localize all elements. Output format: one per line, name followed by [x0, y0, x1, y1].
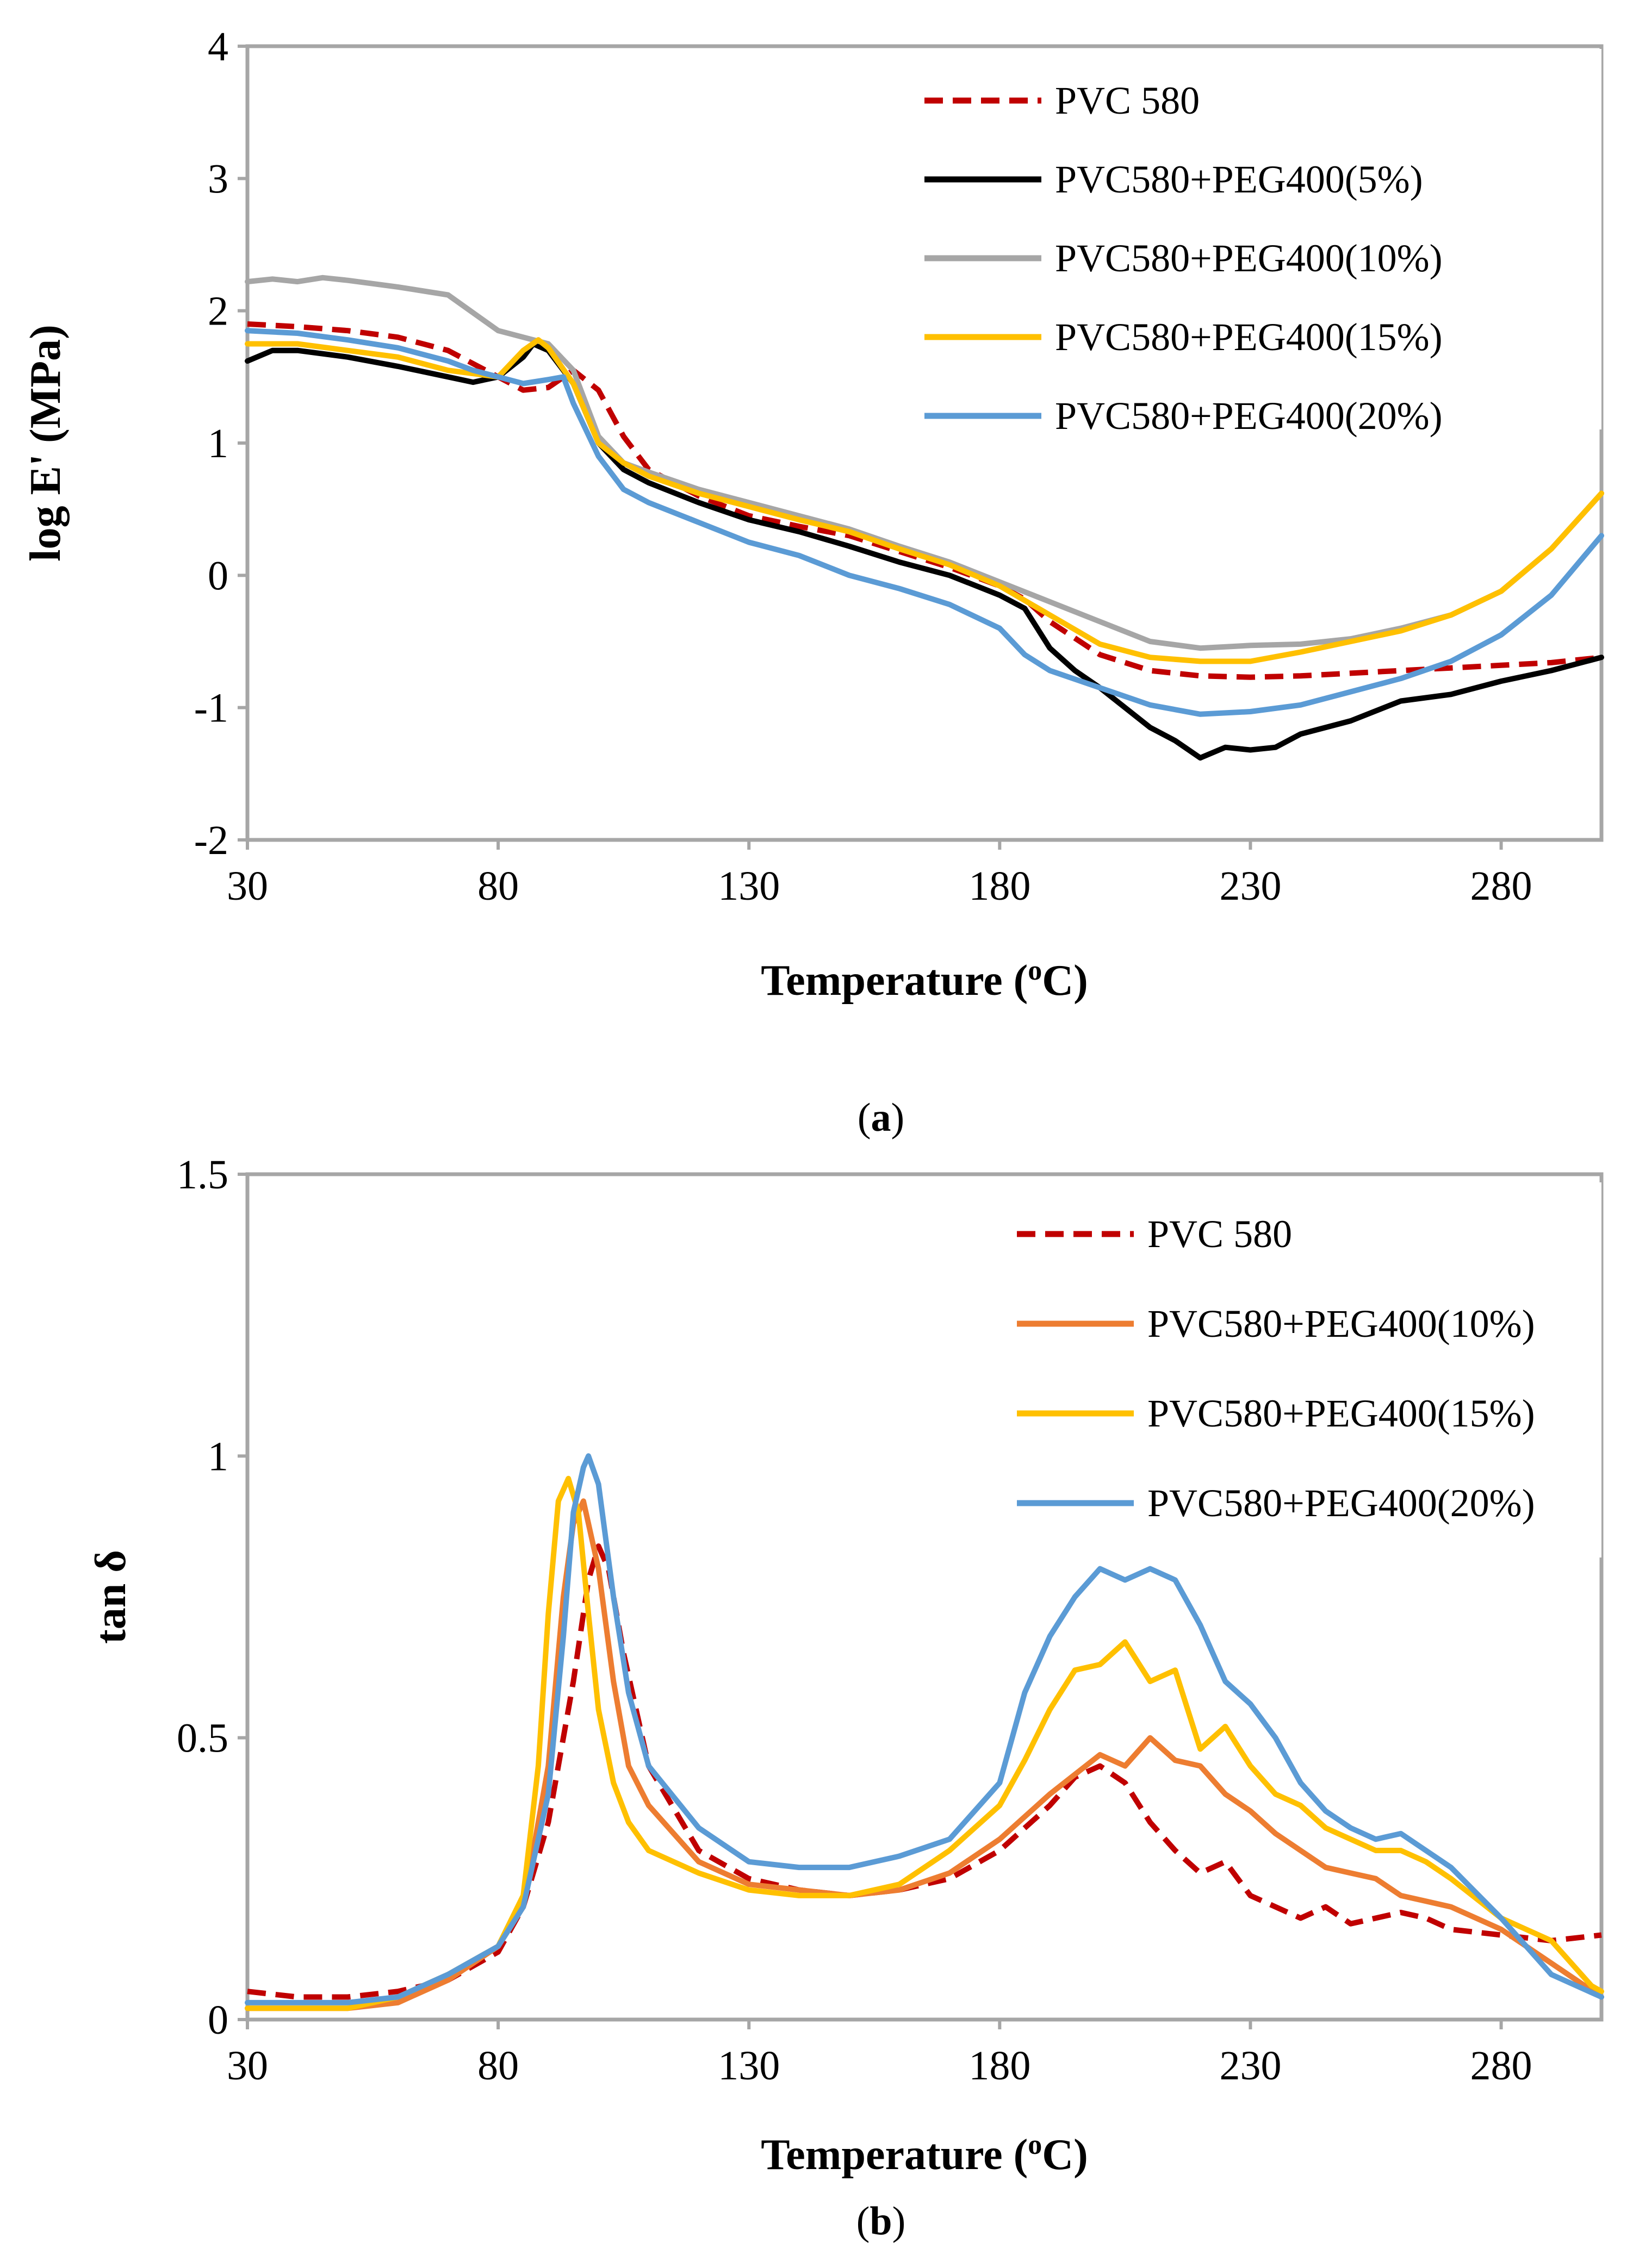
panel-b-x-axis-label: Temperature (oC): [761, 2129, 1088, 2179]
panel-b-y-axis-label: tan δ: [87, 1550, 135, 1644]
panel-b-plot-frame: [245, 1172, 1604, 2022]
panel-b-series-line-0: [247, 1543, 1602, 2000]
panel-a-legend-label-3: PVC580+PEG400(15%): [1055, 315, 1443, 359]
panel-b-legend-label-0: PVC 580: [1147, 1212, 1292, 1256]
panel-b-xtick-label: 80: [477, 2043, 519, 2089]
panel-a-series-line-1: [245, 341, 1604, 761]
panel-b-series-line-2: [245, 1475, 1604, 2011]
panel-a-legend-label-2: PVC580+PEG400(10%): [1055, 236, 1443, 280]
panel-b-xtick-label: 230: [1219, 2043, 1281, 2089]
panel-a-legend-label-0: PVC 580: [1055, 79, 1200, 122]
panel-a-caption: (a): [858, 1095, 904, 1140]
panel-a-ytick-label: -2: [194, 818, 228, 863]
panel-b-caption: (b): [856, 2199, 905, 2244]
panel-b-series-line-1: [245, 1498, 1604, 2011]
panel-a-series-line-2: [245, 275, 1604, 651]
panel-a-ytick-label: 4: [208, 24, 228, 70]
panel-b-series-line-3: [245, 1453, 1604, 2005]
panel-b-ytick-label: 1.5: [177, 1152, 228, 1198]
panel-b-ytick-label: 0: [208, 1997, 228, 2043]
panel-a-series-line-4: [245, 328, 1604, 717]
panel-b: 0 0.5 1 1.5 30 80 130 180 230 280 PVC 580 PVC580+PE…: [87, 1152, 1604, 2244]
panel-b-legend-box: [924, 1182, 1601, 1557]
panel-a-ytick-label: 3: [208, 156, 228, 202]
panel-b-ytick-label: 1: [208, 1434, 228, 1479]
panel-b-xtick-label: 280: [1470, 2043, 1532, 2089]
panel-a-xtick-label: 130: [718, 863, 780, 909]
panel-a-xtick-label: 30: [227, 863, 268, 909]
panel-a-xtick-label: 180: [968, 863, 1030, 909]
panel-b-legend-label-1: PVC580+PEG400(10%): [1147, 1302, 1535, 1345]
panel-a-xtick-label: 280: [1470, 863, 1532, 909]
panel-b-xtick-label: 130: [718, 2043, 780, 2089]
panel-a-legend-label-1: PVC580+PEG400(5%): [1055, 158, 1423, 201]
panel-a-legend-box: [832, 49, 1601, 429]
panel-a-x-axis-label: Temperature (oC): [761, 955, 1088, 1005]
panel-a-ytick-label: 1: [208, 421, 228, 466]
panel-a-legend-label-4: PVC580+PEG400(20%): [1055, 394, 1443, 438]
panel-a-xtick-label: 230: [1219, 863, 1281, 909]
panel-a-series-line-3: [245, 337, 1604, 664]
panel-b-legend-label-2: PVC580+PEG400(15%): [1147, 1392, 1535, 1435]
panel-b-ytick-label: 0.5: [177, 1716, 228, 1761]
panel-b-legend-label-3: PVC580+PEG400(20%): [1147, 1481, 1535, 1525]
panel-a-ytick-label: 0: [208, 553, 228, 599]
panel-b-xtick-label: 180: [968, 2043, 1030, 2089]
panel-b-xtick-label: 30: [227, 2043, 268, 2089]
panel-a-ytick-label: 2: [208, 289, 228, 334]
panel-a-y-axis-label: log E' (MPa): [22, 325, 70, 561]
panel-a-ytick-label: -1: [194, 686, 228, 731]
panel-a: -2 -1 0 1 2 3 4 30 80 130 180 230 280 PVC 580 PVC580+P…: [22, 24, 1604, 1140]
panel-a-xtick-label: 80: [477, 863, 519, 909]
